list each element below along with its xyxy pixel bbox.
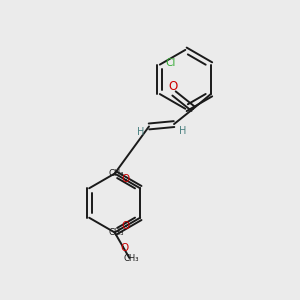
Text: H: H bbox=[137, 127, 144, 137]
Text: O: O bbox=[168, 80, 177, 94]
Text: O: O bbox=[122, 221, 130, 231]
Text: H: H bbox=[179, 126, 187, 136]
Text: CH₃: CH₃ bbox=[108, 169, 124, 178]
Text: O: O bbox=[120, 243, 128, 253]
Text: Cl: Cl bbox=[165, 58, 175, 68]
Text: CH₃: CH₃ bbox=[124, 254, 139, 263]
Text: O: O bbox=[122, 174, 130, 184]
Text: CH₃: CH₃ bbox=[108, 228, 124, 237]
